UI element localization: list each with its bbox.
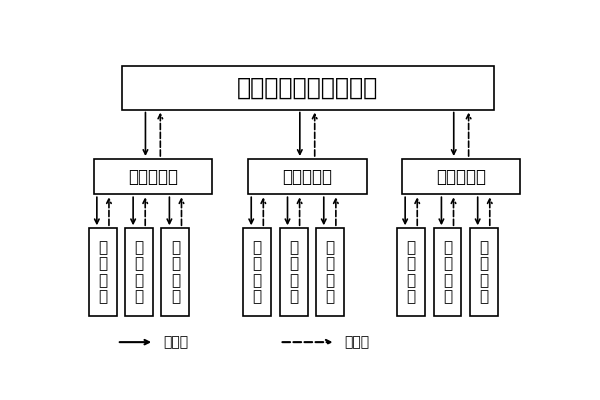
Text: 智
能
楼
宇: 智 能 楼 宇 xyxy=(479,240,488,304)
Text: 负荷聚合商: 负荷聚合商 xyxy=(282,168,332,186)
Bar xyxy=(89,228,117,316)
Bar xyxy=(121,66,493,110)
Text: 智
能
楼
宇: 智 能 楼 宇 xyxy=(171,240,180,304)
Text: 负荷聚合商: 负荷聚合商 xyxy=(128,168,178,186)
Text: 智
能
楼
宇: 智 能 楼 宇 xyxy=(134,240,144,304)
Bar xyxy=(94,159,212,194)
Text: 控制流: 控制流 xyxy=(163,335,188,349)
Text: 智
能
楼
宇: 智 能 楼 宇 xyxy=(443,240,452,304)
Bar xyxy=(470,228,497,316)
Text: 电力公司优化交易平台: 电力公司优化交易平台 xyxy=(237,76,378,100)
Text: 智
能
楼
宇: 智 能 楼 宇 xyxy=(325,240,334,304)
Bar xyxy=(161,228,190,316)
Text: 信息流: 信息流 xyxy=(344,335,370,349)
Bar xyxy=(434,228,461,316)
Text: 智
能
楼
宇: 智 能 楼 宇 xyxy=(407,240,416,304)
Text: 负荷聚合商: 负荷聚合商 xyxy=(436,168,486,186)
Text: 智
能
楼
宇: 智 能 楼 宇 xyxy=(289,240,298,304)
Text: 智
能
楼
宇: 智 能 楼 宇 xyxy=(98,240,107,304)
Bar xyxy=(248,159,367,194)
Bar xyxy=(397,228,425,316)
Bar xyxy=(244,228,271,316)
Bar xyxy=(125,228,153,316)
Bar xyxy=(402,159,520,194)
Text: 智
能
楼
宇: 智 能 楼 宇 xyxy=(253,240,262,304)
Bar xyxy=(280,228,308,316)
Bar xyxy=(316,228,344,316)
